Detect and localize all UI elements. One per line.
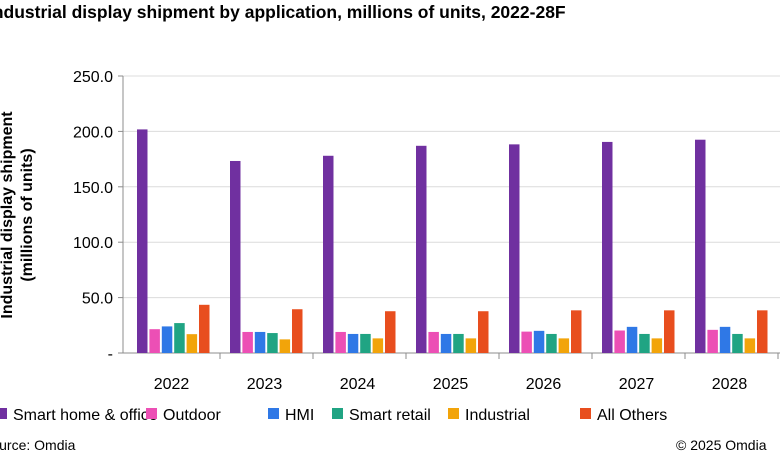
bar-all-others-2027 xyxy=(664,310,675,353)
bar-industrial-2023 xyxy=(279,339,291,353)
bar-hmi-2028 xyxy=(719,326,731,353)
bar-all-others-2028 xyxy=(757,310,768,353)
bar-all-others-2024 xyxy=(385,311,396,353)
bar-smart-home-office-2022 xyxy=(137,129,148,353)
legend-label: HMI xyxy=(285,407,314,424)
legend-swatch xyxy=(332,408,343,419)
x-tick-label: 2024 xyxy=(340,376,376,393)
x-tick-label: 2025 xyxy=(433,376,469,393)
bar-smart-retail-2023 xyxy=(267,333,278,353)
bar-smart-retail-2027 xyxy=(639,333,650,353)
bar-smart-home-office-2023 xyxy=(230,160,241,353)
bar-all-others-2023 xyxy=(292,309,303,353)
x-tick-label: 2023 xyxy=(247,376,283,393)
y-tick-label: 100.0 xyxy=(73,235,113,252)
y-tick-label: 50.0 xyxy=(82,291,113,308)
x-tick-label: 2022 xyxy=(154,376,190,393)
legend-swatch xyxy=(268,408,279,419)
bar-industrial-2025 xyxy=(465,338,477,353)
bar-industrial-2028 xyxy=(744,338,756,353)
bar-outdoor-2024 xyxy=(335,331,346,353)
bar-outdoor-2027 xyxy=(614,330,625,353)
bar-outdoor-2023 xyxy=(242,331,253,353)
bar-hmi-2022 xyxy=(161,326,173,353)
bar-outdoor-2025 xyxy=(428,331,439,353)
x-tick-label: 2028 xyxy=(712,376,748,393)
y-tick-label: 200.0 xyxy=(73,124,113,141)
x-tick-label: 2027 xyxy=(619,376,655,393)
legend-swatch xyxy=(0,408,7,419)
chart-title: Industrial display shipment by applicati… xyxy=(0,2,566,22)
source-note: Source: Omdia xyxy=(0,437,76,453)
bar-smart-home-office-2024 xyxy=(323,155,334,353)
bar-smart-home-office-2027 xyxy=(602,141,613,353)
bar-all-others-2022 xyxy=(199,304,210,353)
bar-smart-retail-2026 xyxy=(546,333,557,353)
bar-hmi-2027 xyxy=(626,326,638,353)
bar-smart-retail-2022 xyxy=(174,323,185,353)
y-tick-label: - xyxy=(108,346,113,363)
bar-hmi-2023 xyxy=(254,331,266,353)
bar-industrial-2022 xyxy=(186,334,198,353)
bar-smart-retail-2028 xyxy=(732,333,743,353)
bar-outdoor-2028 xyxy=(707,329,718,353)
bar-industrial-2026 xyxy=(558,338,570,353)
x-tick-label: 2026 xyxy=(526,376,562,393)
bar-hmi-2024 xyxy=(347,333,359,353)
legend-label: All Others xyxy=(597,407,667,424)
bar-smart-home-office-2028 xyxy=(695,139,706,353)
bar-outdoor-2022 xyxy=(149,329,160,353)
bar-hmi-2026 xyxy=(533,330,545,353)
bar-smart-retail-2025 xyxy=(453,333,464,353)
bar-outdoor-2026 xyxy=(521,331,532,353)
bar-industrial-2027 xyxy=(651,338,663,353)
legend-label: Outdoor xyxy=(163,407,221,424)
bar-smart-home-office-2026 xyxy=(509,144,520,353)
legend-label: Smart retail xyxy=(349,407,431,424)
y-axis-title: Industrial display shipment xyxy=(0,111,16,319)
legend-swatch xyxy=(448,408,459,419)
bar-all-others-2026 xyxy=(571,310,582,353)
y-tick-label: 250.0 xyxy=(73,69,113,86)
bar-hmi-2025 xyxy=(440,333,452,353)
bar-smart-home-office-2025 xyxy=(416,145,427,353)
y-tick-label: 150.0 xyxy=(73,180,113,197)
y-axis-subtitle: (millions of units) xyxy=(19,148,36,281)
bar-smart-retail-2024 xyxy=(360,333,371,353)
legend-label: Industrial xyxy=(465,407,530,424)
legend-swatch xyxy=(146,408,157,419)
legend-swatch xyxy=(580,408,591,419)
bar-industrial-2024 xyxy=(372,338,384,353)
copyright-note: © 2025 Omdia xyxy=(676,437,767,453)
legend-label: Smart home & office xyxy=(13,407,158,424)
bar-all-others-2025 xyxy=(478,311,489,353)
